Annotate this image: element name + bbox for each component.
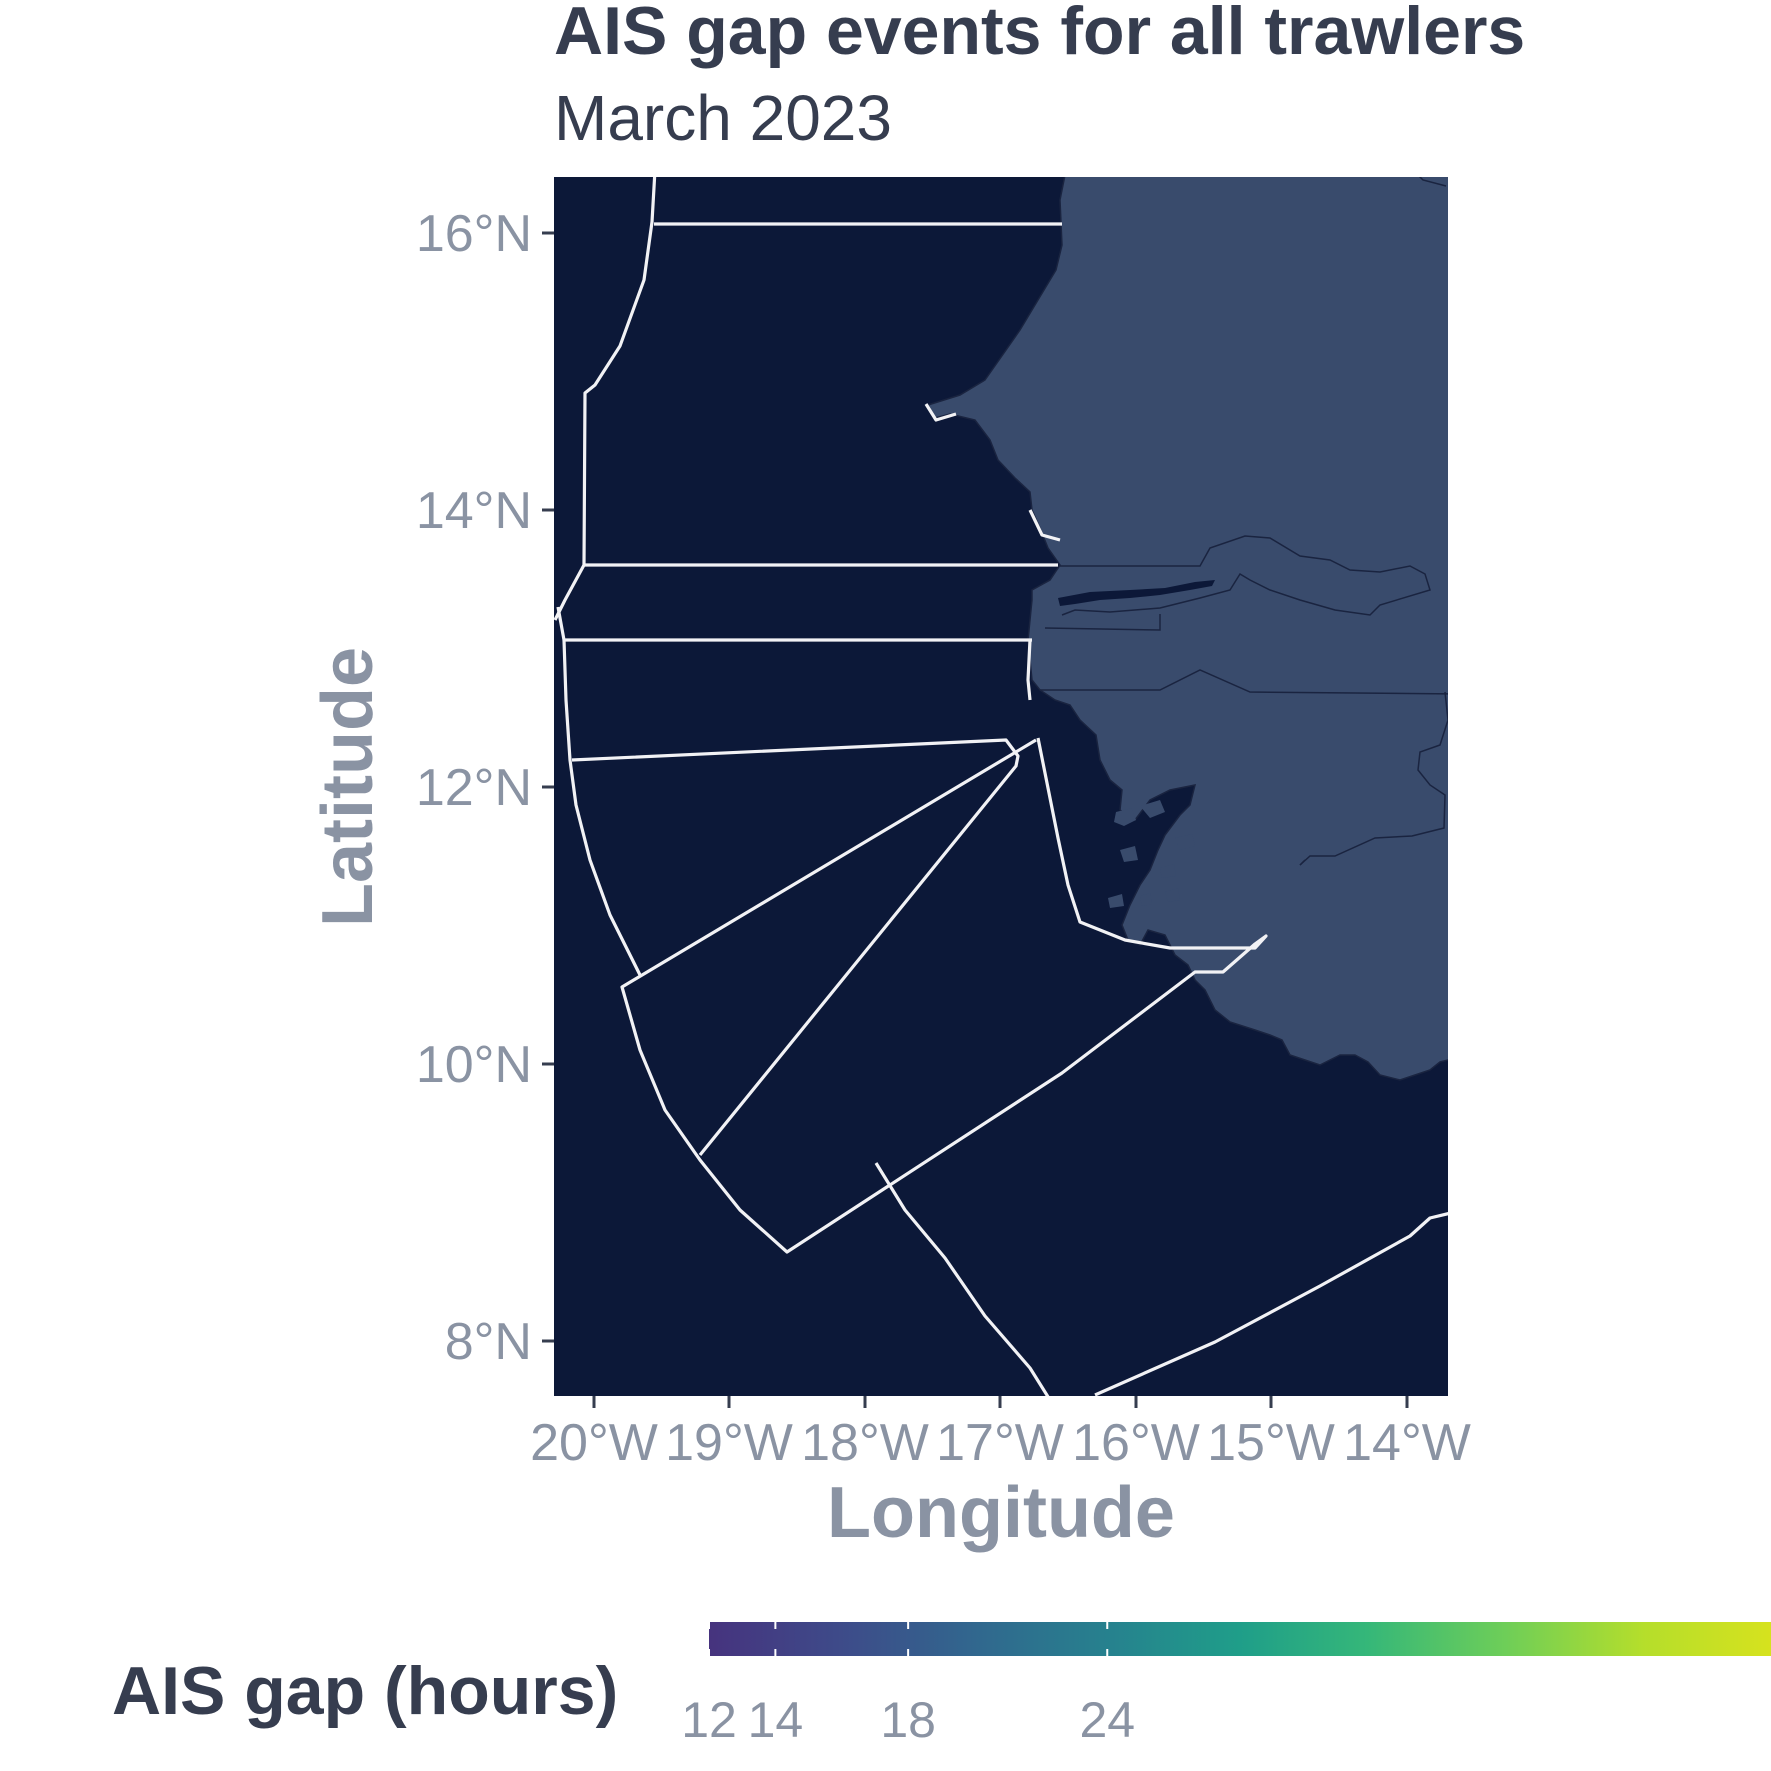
- legend-tick-label: 14: [748, 1692, 804, 1748]
- legend-tick-label: 18: [880, 1692, 936, 1748]
- map-panel: [554, 177, 1448, 1396]
- map-subtitle: March 2023: [554, 82, 892, 154]
- y-tick-label: 14°N: [416, 482, 532, 540]
- y-tick-label: 12°N: [416, 759, 532, 817]
- x-axis-title: Longitude: [827, 1473, 1175, 1553]
- x-tick-label: 15°W: [1207, 1414, 1335, 1472]
- color-legend: AIS gap (hours) 12 14 18 24: [112, 1622, 1771, 1748]
- bijagos-islands: [1108, 800, 1195, 908]
- x-tick-label: 16°W: [1072, 1414, 1200, 1472]
- y-tick-label: 8°N: [445, 1313, 532, 1371]
- y-axis-title: Latitude: [308, 647, 388, 927]
- land-mass: [926, 177, 1448, 1081]
- eez-boundaries: [554, 177, 1448, 1396]
- x-tick-label: 14°W: [1343, 1414, 1471, 1472]
- y-tick-label: 16°N: [416, 205, 532, 263]
- gambia-river: [1058, 580, 1215, 606]
- legend-tick-label: 24: [1079, 1692, 1135, 1748]
- legend-tick-label: 12: [681, 1692, 737, 1748]
- y-tick-label: 10°N: [416, 1036, 532, 1094]
- legend-title: AIS gap (hours): [112, 1653, 618, 1729]
- country-borders: [1040, 177, 1448, 866]
- x-tick-label: 20°W: [530, 1414, 658, 1472]
- y-axis: 16°N 14°N 12°N 10°N 8°N Latitude: [308, 205, 554, 1371]
- x-tick-label: 17°W: [936, 1414, 1064, 1472]
- x-tick-label: 19°W: [665, 1414, 793, 1472]
- legend-colorbar: [709, 1622, 1771, 1656]
- map-title: AIS gap events for all trawlers: [554, 0, 1525, 69]
- x-axis: 20°W 19°W 18°W 17°W 16°W 15°W 14°W Longi…: [530, 1396, 1471, 1553]
- x-tick-label: 18°W: [801, 1414, 929, 1472]
